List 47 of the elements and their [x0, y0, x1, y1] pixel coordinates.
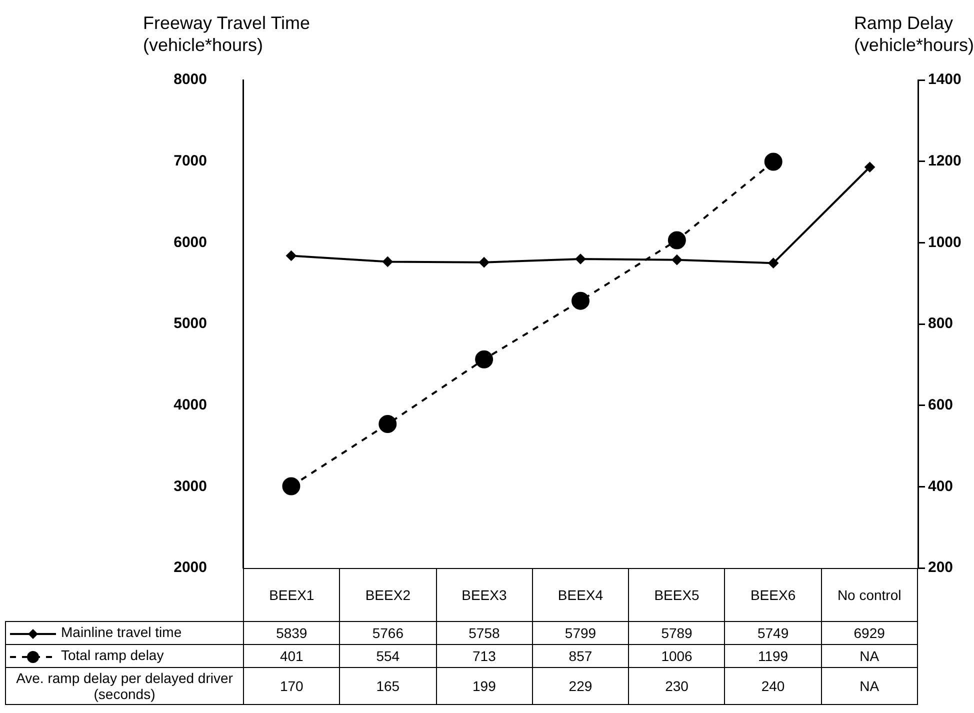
y-tick-label: 5000 — [174, 315, 207, 332]
data-label: 1199 — [724, 644, 822, 668]
y2-axis-title: Ramp Delay (vehicle*hours) — [854, 12, 974, 56]
y-axis-title: Freeway Travel Time (vehicle*hours) — [143, 12, 310, 56]
text: Ave. ramp delay per delayed driver (seconds) — [6, 668, 244, 704]
data-label: 713 — [436, 644, 532, 668]
y-tick-label: 2000 — [174, 559, 207, 576]
y-tick-label: 8000 — [174, 71, 207, 88]
data-label: 5789 — [628, 622, 725, 644]
data-label: 5839 — [244, 622, 340, 644]
y2-tick-label: 600 — [928, 396, 954, 414]
text: 240 — [761, 678, 785, 694]
x-tick-label: BEEX4 — [532, 568, 629, 622]
data-label: 6929 — [821, 622, 918, 644]
y-tick-label: 3000 — [174, 478, 207, 495]
data-label: 5749 — [724, 622, 822, 644]
text: 199 — [472, 678, 496, 694]
data-label: 5799 — [532, 622, 629, 644]
x-tick-label: BEEX6 — [724, 568, 822, 622]
legend-label: Mainline travel time — [6, 622, 244, 644]
data-label: 401 — [244, 644, 340, 668]
text: NA — [860, 648, 880, 664]
data-label: 554 — [340, 644, 436, 668]
x-tick-label: BEEX2 — [340, 568, 436, 622]
text: 170 — [280, 678, 304, 694]
x-tick-label: BEEX1 — [244, 568, 340, 622]
data-label: 857 — [532, 644, 629, 668]
y2-tick-label: 400 — [928, 478, 954, 495]
legend-label: Total ramp delay — [6, 644, 244, 668]
data-label: 5766 — [340, 622, 436, 644]
text: 230 — [665, 678, 688, 694]
text: 165 — [376, 678, 400, 694]
x-tick-label: No control — [821, 568, 918, 622]
data-label: 5758 — [436, 622, 532, 644]
y2-tick-label: 200 — [928, 559, 954, 576]
x-tick-label: BEEX5 — [628, 568, 725, 622]
x-tick-label: BEEX3 — [436, 568, 532, 622]
y-tick-label: 6000 — [174, 234, 207, 251]
text: 229 — [568, 678, 592, 694]
y2-tick-label: 1400 — [928, 71, 962, 88]
data-label: 1006 — [628, 644, 725, 668]
y2-tick-label: 1200 — [928, 152, 962, 170]
y2-tick-label: 800 — [928, 315, 954, 332]
text: NA — [860, 678, 880, 694]
y-tick-label: 4000 — [174, 396, 207, 414]
y-tick-label: 7000 — [174, 152, 207, 170]
y2-tick-label: 1000 — [928, 234, 962, 251]
